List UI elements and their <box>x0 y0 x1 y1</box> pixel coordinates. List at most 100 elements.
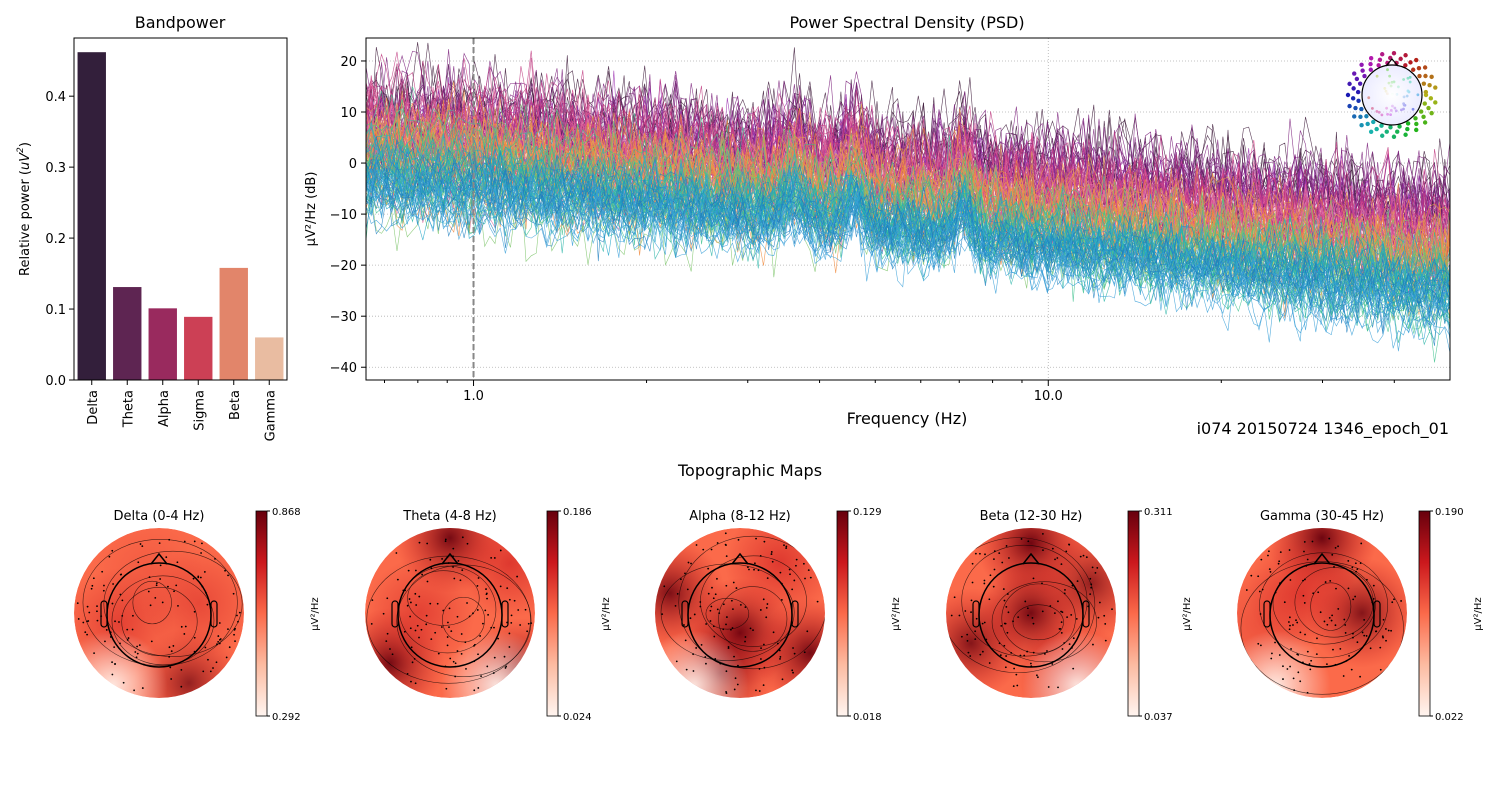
inset-sensor-dot <box>1376 63 1381 68</box>
topomap-sensor <box>176 561 179 564</box>
topomap-sensor <box>1328 616 1331 619</box>
topomap-sensor <box>960 635 963 638</box>
topomap-sensor <box>1079 555 1082 558</box>
topomap-sensor <box>96 605 98 608</box>
topomap-sensor <box>762 643 765 646</box>
inset-sensor-dot <box>1351 86 1356 91</box>
topomap-sensor <box>707 592 710 595</box>
topomap-ear-right <box>501 600 509 628</box>
topomap-sensor <box>1060 621 1063 623</box>
topomap-sensor <box>1032 577 1035 580</box>
topomap-sensor <box>420 628 423 631</box>
topomap-sensor <box>709 609 712 612</box>
topomap-sensor <box>806 630 809 633</box>
topomap-sensor <box>452 660 455 663</box>
topomap-sensor <box>725 584 728 587</box>
topomap-sensor <box>193 636 196 639</box>
topomap-sensor <box>1060 563 1063 565</box>
topomap-sensor <box>1355 570 1358 573</box>
topomap-sensor <box>704 656 707 658</box>
topomap-sensor <box>979 552 981 555</box>
topomap-sensor <box>168 538 171 541</box>
topomap-sensor <box>200 552 202 554</box>
inset-sensor-dot <box>1353 105 1358 111</box>
inset-sensor-dot <box>1394 60 1399 66</box>
topomap-sensor <box>219 638 222 640</box>
topomap-sensor <box>225 656 228 659</box>
topomap-contour <box>705 598 750 630</box>
topomap-sensor <box>1279 551 1282 554</box>
topomap-sensor <box>725 670 728 673</box>
topomap-contour <box>442 596 485 643</box>
topomap-contour <box>1012 604 1064 641</box>
topomap-sensor <box>454 675 457 678</box>
topomap-sensor <box>410 680 412 683</box>
topomap-sensor <box>82 621 85 624</box>
topomap-sensor <box>1359 675 1361 678</box>
topomap-sensor <box>386 597 389 600</box>
psd-axes-frame <box>365 37 1451 381</box>
topomap-sensor <box>789 573 791 576</box>
topomap-sensor <box>816 600 819 603</box>
topomap-sensor <box>150 640 153 643</box>
topomap-sensor <box>785 547 788 549</box>
topomap-sensor <box>214 557 216 560</box>
topomap-sensor <box>1003 599 1006 602</box>
topomap-sensor <box>1066 616 1069 619</box>
topomap-sensor <box>1315 653 1318 656</box>
inset-wheel-center <box>1362 65 1422 125</box>
topomap-sensor <box>1111 608 1113 611</box>
topomap-sensor <box>792 671 794 674</box>
psd-channel-line <box>366 199 1450 314</box>
topomap-sensor <box>979 653 982 656</box>
topomap-sensor <box>508 646 511 648</box>
bandpower-ytick-label: 0.1 <box>45 303 66 318</box>
topomap-sensor <box>114 620 116 623</box>
topomap-sensor <box>755 537 757 540</box>
topomap-sensor <box>1026 650 1029 653</box>
topomap-sensor <box>737 538 740 541</box>
topomap-sensor <box>1057 686 1059 689</box>
topomap-contour <box>1001 583 1076 654</box>
topomap-sensor <box>524 608 527 611</box>
topomap-sensor <box>733 688 736 691</box>
topomap-sensor <box>780 598 783 601</box>
topomap-sensor <box>482 622 484 625</box>
topomap-sensor <box>138 644 141 647</box>
topomap-sensor <box>486 665 489 668</box>
topomap-sensor <box>1267 554 1269 557</box>
topomap-sensor <box>1041 532 1044 535</box>
topomap-sensor <box>712 625 715 628</box>
topomap-2: Alpha (8-12 Hz) 0.129 0.018 µV²/Hz <box>655 507 902 723</box>
topomap-sensor <box>1089 577 1092 580</box>
topomap-sensor <box>1334 546 1337 549</box>
topomap-sensor <box>416 624 419 627</box>
inset-sensor-dot <box>1395 129 1400 134</box>
inset-sensor-dot <box>1365 121 1370 127</box>
topomap-contour <box>678 535 825 670</box>
psd-channel-line <box>366 151 1450 335</box>
topomap-sensor <box>1072 637 1075 640</box>
topomap-sensor <box>707 567 710 570</box>
topomap-sensor <box>429 602 432 605</box>
topomap-sensor <box>1348 654 1350 657</box>
topomap-sensor <box>760 658 762 660</box>
inset-sensor-dot <box>1359 106 1364 112</box>
bar-sigma <box>184 316 213 380</box>
topomap-sensor <box>441 558 443 560</box>
inset-sensor-dot <box>1368 61 1373 67</box>
inset-sensor-dot <box>1356 98 1361 103</box>
inset-sensor-dot <box>1414 121 1419 127</box>
topomap-sensor <box>473 689 476 692</box>
topomap-sensor <box>1250 574 1253 577</box>
topomap-sensor <box>766 577 769 579</box>
psd-channel-line <box>366 138 1450 299</box>
topomap-sensor <box>414 682 417 685</box>
topomap-sensor <box>776 642 779 645</box>
inset-nose <box>1385 58 1399 67</box>
topomap-sensor <box>1278 654 1281 656</box>
topomap-sensor <box>1328 537 1331 540</box>
topomap-sensor <box>111 549 114 552</box>
topomap-sensor <box>490 626 493 629</box>
topomap-sensor <box>953 596 956 599</box>
